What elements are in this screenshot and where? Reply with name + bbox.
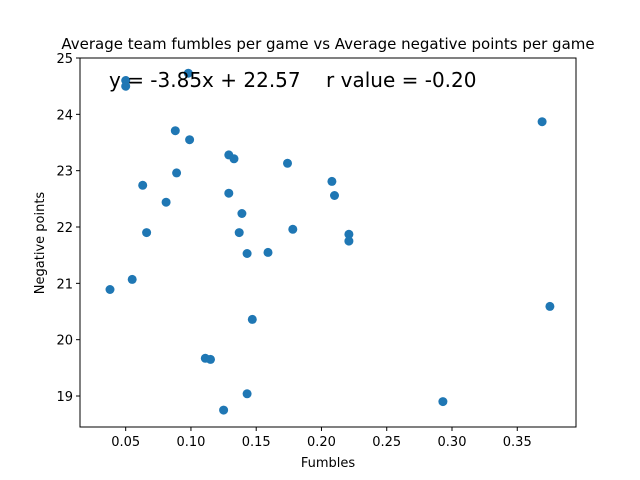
data-point <box>438 397 448 407</box>
data-point <box>138 180 148 190</box>
data-point <box>242 249 252 258</box>
data-point <box>219 405 229 415</box>
data-points <box>105 68 555 415</box>
y-axis-label: Negative points <box>33 192 48 295</box>
data-point <box>170 126 180 136</box>
data-point <box>237 209 247 218</box>
data-point <box>330 191 339 200</box>
y-tick-label: 25 <box>56 52 73 67</box>
y-tick-label: 21 <box>56 277 73 292</box>
data-point <box>105 285 115 294</box>
x-axis-label: Fumbles <box>301 456 356 471</box>
y-tick-label: 20 <box>56 334 73 349</box>
data-point <box>142 228 152 238</box>
y-axis-ticks: 19 20 21 22 23 24 25 <box>56 52 80 405</box>
data-point <box>545 301 555 311</box>
x-tick-label: 0.25 <box>372 435 401 450</box>
data-point <box>344 229 354 239</box>
data-point <box>537 117 547 127</box>
y-tick-label: 19 <box>56 390 73 405</box>
y-tick-label: 23 <box>56 165 73 180</box>
data-point <box>161 197 171 207</box>
data-point <box>224 188 234 198</box>
data-point <box>183 68 193 78</box>
x-tick-label: 0.30 <box>438 435 467 450</box>
x-tick-label: 0.05 <box>111 435 140 450</box>
data-point <box>127 274 137 284</box>
data-point <box>185 135 195 145</box>
data-point <box>172 168 182 178</box>
x-tick-label: 0.20 <box>307 435 336 450</box>
axes-frame <box>79 57 577 428</box>
data-point <box>229 154 239 164</box>
data-point <box>247 314 257 324</box>
y-tick-label: 22 <box>56 221 73 236</box>
x-tick-label: 0.15 <box>242 435 271 450</box>
x-axis-ticks: 0.05 0.10 0.15 0.20 0.25 0.30 0.35 <box>111 427 532 450</box>
data-point <box>344 236 354 246</box>
chart-title: Average team fumbles per game vs Average… <box>61 35 594 53</box>
data-point <box>206 354 215 364</box>
data-point <box>234 228 244 238</box>
data-point <box>288 224 298 234</box>
data-point <box>263 247 273 257</box>
x-tick-label: 0.35 <box>503 435 532 450</box>
data-point <box>121 81 131 91</box>
data-point <box>242 389 252 399</box>
data-point <box>327 176 337 186</box>
data-point <box>283 158 292 168</box>
x-tick-label: 0.10 <box>176 435 205 450</box>
y-tick-label: 24 <box>56 108 73 123</box>
regression-annotation: y = -3.85x + 22.57 r value = -0.20 <box>109 68 476 92</box>
